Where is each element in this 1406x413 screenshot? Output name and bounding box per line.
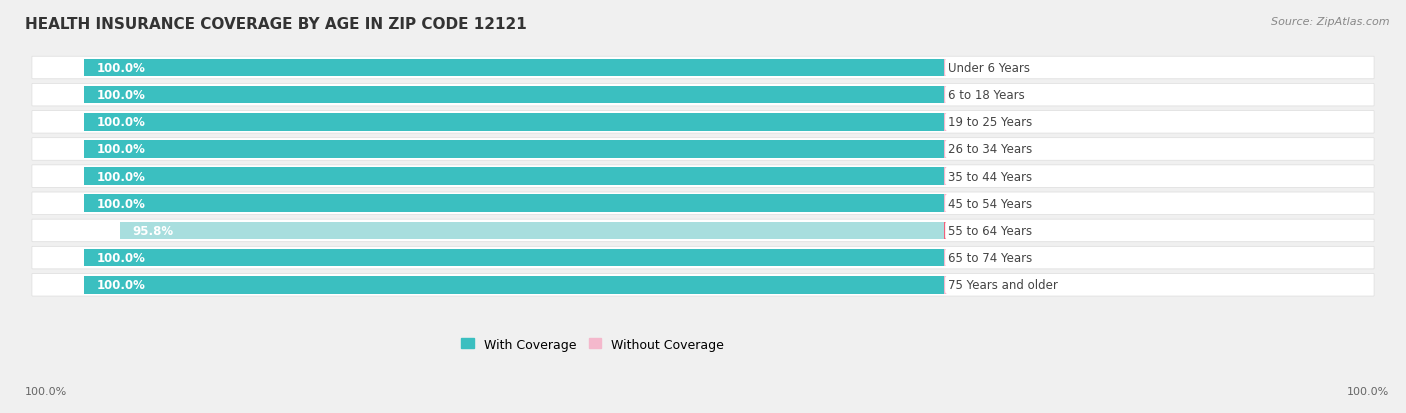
FancyBboxPatch shape bbox=[32, 84, 1374, 107]
Bar bbox=[84, 59, 943, 77]
Text: Under 6 Years: Under 6 Years bbox=[948, 62, 1031, 75]
Text: 0.0%: 0.0% bbox=[995, 89, 1025, 102]
Text: 45 to 54 Years: 45 to 54 Years bbox=[948, 197, 1032, 210]
Bar bbox=[120, 222, 943, 240]
Text: 100.0%: 100.0% bbox=[97, 116, 146, 129]
Text: 0.0%: 0.0% bbox=[995, 116, 1025, 129]
Text: 100.0%: 100.0% bbox=[97, 279, 146, 292]
Text: 19 to 25 Years: 19 to 25 Years bbox=[948, 116, 1032, 129]
Text: 6 to 18 Years: 6 to 18 Years bbox=[948, 89, 1025, 102]
Text: 100.0%: 100.0% bbox=[25, 387, 67, 396]
Legend: With Coverage, Without Coverage: With Coverage, Without Coverage bbox=[457, 333, 730, 356]
Text: 0.0%: 0.0% bbox=[995, 62, 1025, 75]
Text: 4.2%: 4.2% bbox=[995, 224, 1025, 237]
FancyBboxPatch shape bbox=[32, 166, 1374, 188]
Text: 100.0%: 100.0% bbox=[97, 89, 146, 102]
Bar bbox=[943, 276, 983, 294]
Text: 75 Years and older: 75 Years and older bbox=[948, 279, 1057, 292]
Bar bbox=[943, 114, 983, 131]
Text: 100.0%: 100.0% bbox=[97, 197, 146, 210]
Bar bbox=[943, 141, 983, 159]
Bar bbox=[84, 168, 943, 185]
Text: 100.0%: 100.0% bbox=[97, 252, 146, 264]
Bar bbox=[84, 114, 943, 131]
Bar bbox=[943, 59, 983, 77]
Text: 0.0%: 0.0% bbox=[995, 170, 1025, 183]
Text: 55 to 64 Years: 55 to 64 Years bbox=[948, 224, 1032, 237]
Bar bbox=[943, 249, 983, 267]
FancyBboxPatch shape bbox=[32, 247, 1374, 269]
Text: HEALTH INSURANCE COVERAGE BY AGE IN ZIP CODE 12121: HEALTH INSURANCE COVERAGE BY AGE IN ZIP … bbox=[25, 17, 527, 31]
Text: 0.0%: 0.0% bbox=[995, 252, 1025, 264]
Text: 0.0%: 0.0% bbox=[995, 143, 1025, 156]
Text: 100.0%: 100.0% bbox=[1347, 387, 1389, 396]
Bar bbox=[943, 195, 983, 213]
FancyBboxPatch shape bbox=[32, 220, 1374, 242]
Text: Source: ZipAtlas.com: Source: ZipAtlas.com bbox=[1271, 17, 1389, 26]
FancyBboxPatch shape bbox=[32, 192, 1374, 215]
Text: 0.0%: 0.0% bbox=[995, 279, 1025, 292]
Text: 65 to 74 Years: 65 to 74 Years bbox=[948, 252, 1032, 264]
Bar bbox=[84, 276, 943, 294]
Bar bbox=[943, 222, 983, 240]
FancyBboxPatch shape bbox=[32, 111, 1374, 134]
Bar bbox=[84, 195, 943, 213]
FancyBboxPatch shape bbox=[32, 57, 1374, 80]
Text: 35 to 44 Years: 35 to 44 Years bbox=[948, 170, 1032, 183]
Bar bbox=[84, 87, 943, 104]
Text: 95.8%: 95.8% bbox=[132, 224, 174, 237]
FancyBboxPatch shape bbox=[32, 138, 1374, 161]
Bar bbox=[943, 168, 983, 185]
Bar bbox=[84, 141, 943, 159]
Text: 100.0%: 100.0% bbox=[97, 170, 146, 183]
Bar bbox=[943, 87, 983, 104]
Text: 0.0%: 0.0% bbox=[995, 197, 1025, 210]
FancyBboxPatch shape bbox=[32, 274, 1374, 296]
Text: 26 to 34 Years: 26 to 34 Years bbox=[948, 143, 1032, 156]
Text: 100.0%: 100.0% bbox=[97, 143, 146, 156]
Bar bbox=[84, 249, 943, 267]
Text: 100.0%: 100.0% bbox=[97, 62, 146, 75]
